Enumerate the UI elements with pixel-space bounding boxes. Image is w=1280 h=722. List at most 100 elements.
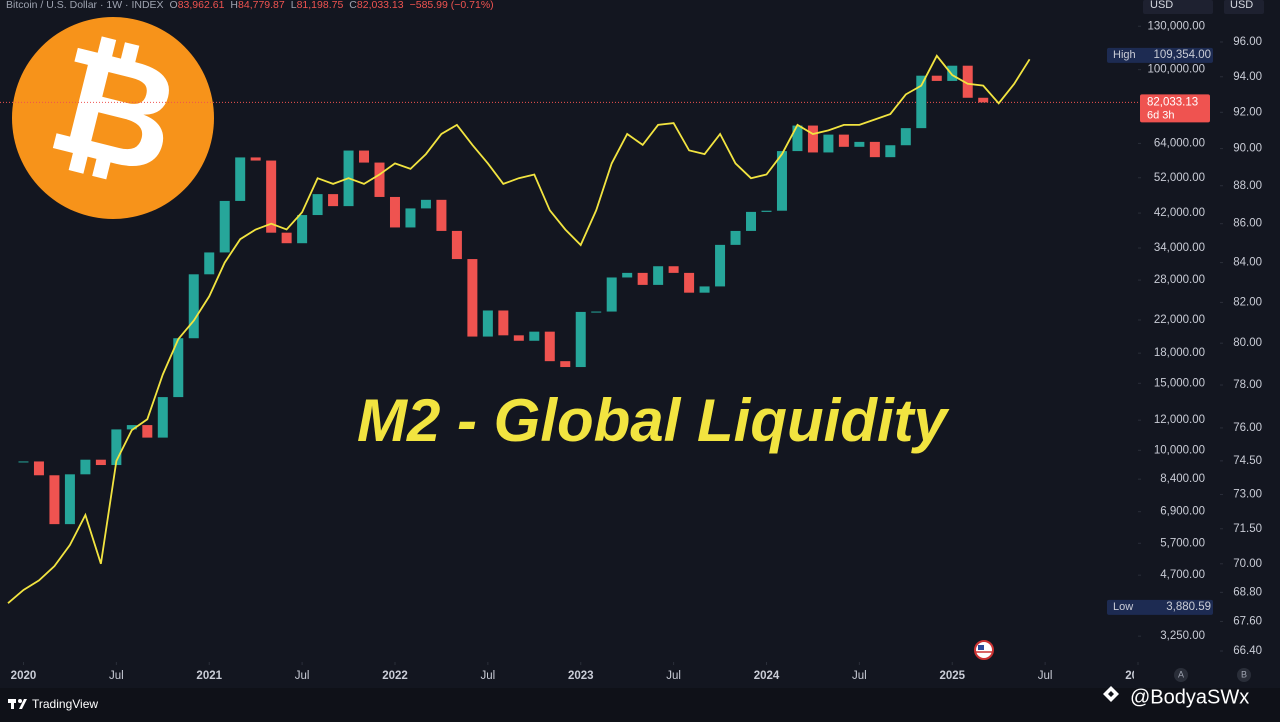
candle-body [684, 272, 695, 293]
candle-body [204, 252, 215, 275]
candle-body [513, 335, 524, 341]
candle-body [668, 266, 679, 273]
low-name: Low [1113, 601, 1133, 613]
candle-body [389, 196, 400, 228]
m2-line [7, 54, 1031, 604]
candle-body [235, 157, 246, 201]
y-tick-label: 18,000.00 [1154, 347, 1205, 359]
axis-unit: USD [1150, 0, 1173, 11]
candle-body [916, 75, 927, 129]
candle-body [33, 461, 44, 476]
candle-body [591, 311, 602, 313]
y2-tick-label: 94.00 [1233, 71, 1262, 83]
y2-tick-label: 68.80 [1233, 586, 1262, 598]
scale-button[interactable] [1174, 668, 1188, 682]
y2-tick-label: 74.50 [1233, 455, 1262, 467]
candle-body [111, 429, 122, 466]
x-tick-label: Jul [1038, 670, 1053, 682]
candle-body [900, 128, 911, 146]
us-flag [974, 640, 994, 660]
candle-body [498, 310, 509, 336]
candle-body [281, 232, 292, 244]
y2-tick-label: 73.00 [1233, 488, 1262, 500]
y-tick-label: 3,250.00 [1160, 630, 1205, 642]
x-tick-label: Jul [295, 670, 310, 682]
candle-body [606, 277, 617, 312]
candle-body [173, 338, 184, 398]
y-tick-label: 22,000.00 [1154, 314, 1205, 326]
candle-body [854, 141, 865, 147]
candle-body [792, 125, 803, 152]
candle-body [467, 259, 478, 337]
candle-body [931, 75, 942, 81]
candle-body [746, 211, 757, 231]
candle-body [482, 310, 493, 337]
tradingview-logo [8, 699, 27, 709]
candle-body [405, 208, 416, 228]
y2-tick-label: 84.00 [1233, 257, 1262, 269]
y2-tick-label: 96.00 [1233, 36, 1262, 48]
y-tick-label: 12,000.00 [1154, 414, 1205, 426]
candle-body [451, 230, 462, 260]
ohlc-key: L [291, 0, 297, 11]
candle-body [823, 134, 834, 153]
candle-body [359, 150, 370, 163]
x-tick-label: Jul [481, 670, 496, 682]
ohlc-key: C [349, 0, 357, 11]
candle-body [142, 425, 153, 438]
x-tick-label: 2026 [1125, 670, 1151, 682]
bitcoin-logo [12, 17, 214, 219]
candle-body [219, 200, 230, 253]
y2-tick-label: 92.00 [1233, 106, 1262, 118]
candle-body [544, 331, 555, 362]
y-tick-label: 6,900.00 [1160, 506, 1205, 518]
low-box [1107, 599, 1213, 615]
candle-body [730, 230, 741, 245]
high-name: High [1113, 49, 1136, 61]
y2-tick-label: 82.00 [1233, 296, 1262, 308]
candle-body [188, 274, 199, 339]
x-tick-label: 2023 [568, 670, 594, 682]
candle-body [838, 134, 849, 147]
last-price-label: 82,033.13 [1147, 96, 1198, 108]
candle-body [761, 210, 772, 212]
ohlc-value: 82,033.13 [357, 0, 404, 11]
scale-button-label[interactable]: B [1241, 669, 1247, 679]
candle-body [49, 475, 60, 525]
chart-title: M2 - Global Liquidity [357, 387, 950, 454]
candle-body [622, 272, 633, 278]
y2-tick-label: 86.00 [1233, 218, 1262, 230]
candle-body [962, 65, 973, 98]
candle-body [807, 125, 818, 153]
x-tick-label: 2024 [754, 670, 780, 682]
countdown: 6d 3h [1147, 109, 1175, 121]
x-tick-label: Jul [666, 670, 681, 682]
candle-body [637, 272, 648, 285]
x-tick-label: 2021 [196, 670, 222, 682]
scale-button-label[interactable]: A [1178, 669, 1184, 679]
candle-body [978, 97, 989, 103]
ohlc-value: 81,198.75 [297, 0, 344, 11]
y-tick-label: 15,000.00 [1154, 377, 1205, 389]
y-tick-label: 52,000.00 [1154, 172, 1205, 184]
ohlc-key: H [230, 0, 238, 11]
ohlc-value: 84,779.87 [238, 0, 285, 11]
high-label: 109,354.00 [1153, 49, 1211, 61]
x-tick-label: 2020 [11, 670, 37, 682]
watermark: @BodyaSWx [1130, 686, 1249, 708]
candle-body [374, 162, 385, 197]
y-tick-label: 100,000.00 [1147, 64, 1205, 76]
x-tick-label: Jul [852, 670, 867, 682]
candle-body [699, 286, 710, 293]
brand: TradingView [32, 697, 98, 711]
candle-body [18, 461, 29, 463]
y2-tick-label: 80.00 [1233, 337, 1262, 349]
candle-body [885, 145, 896, 158]
y2-tick-label: 71.50 [1233, 523, 1262, 535]
candle-body [420, 199, 431, 209]
scale-button[interactable] [1237, 668, 1251, 682]
header: Bitcoin / U.S. Dollar · 1W · INDEX O83,96… [6, 0, 494, 11]
ohlc-value: 83,962.61 [178, 0, 225, 11]
x-tick-label: 2025 [939, 670, 965, 682]
y2-tick-label: 88.00 [1233, 180, 1262, 192]
